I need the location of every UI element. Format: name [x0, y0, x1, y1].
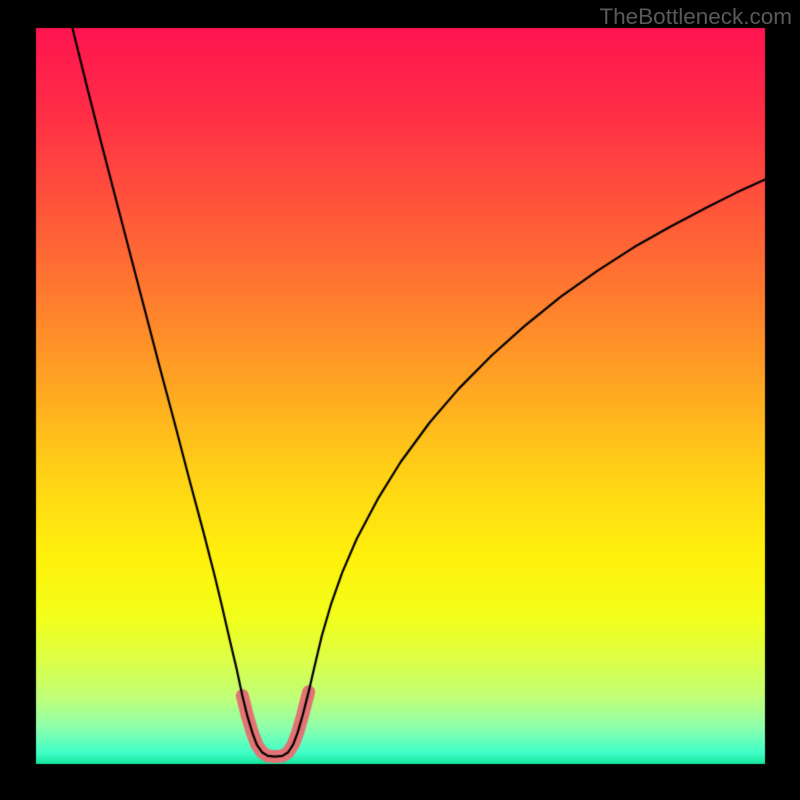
bottleneck-curve-chart — [0, 0, 800, 800]
chart-container: TheBottleneck.com — [0, 0, 800, 800]
